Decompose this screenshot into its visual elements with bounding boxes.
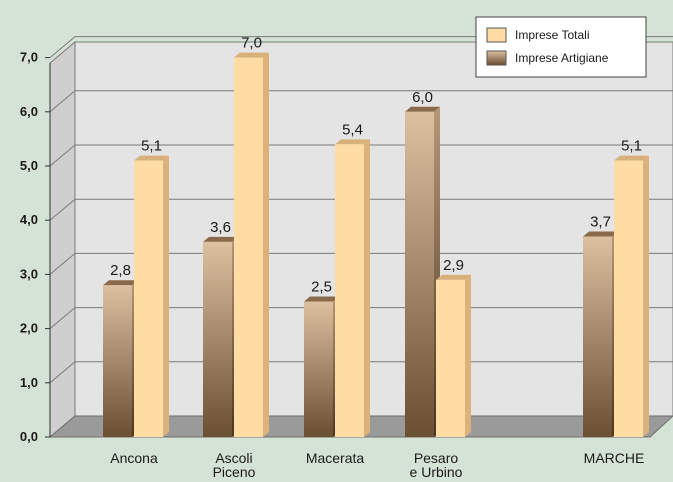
bar-imprese-totali: 5,1 [614, 138, 649, 437]
data-label: 7,0 [241, 35, 262, 52]
bar-face [405, 111, 434, 438]
x-tick-label: e Urbino [410, 464, 463, 480]
bar-side [364, 139, 370, 437]
bar-imprese-artigiane: 6,0 [405, 89, 440, 438]
bar-top [203, 236, 238, 242]
bar-imprese-totali: 5,4 [335, 121, 370, 437]
data-label: 3,7 [590, 213, 611, 230]
data-label: 2,5 [311, 279, 332, 296]
x-tick-label: MARCHE [584, 450, 645, 466]
bar-face [436, 279, 465, 437]
x-tick-label: Ancona [110, 450, 158, 466]
y-axis: 0,0 1,0 2,0 3,0 4,0 5,0 6,0 7,0 [20, 50, 51, 444]
bar-imprese-artigiane: 3,7 [583, 213, 618, 437]
bar-top [103, 280, 138, 286]
data-label: 5,1 [141, 138, 162, 155]
back-wall [74, 41, 673, 417]
bar-top [614, 155, 649, 161]
gridline [49, 36, 673, 58]
bar-face [134, 160, 163, 437]
bar-face [203, 241, 232, 437]
gridline [49, 144, 673, 167]
y-tick-label: 2,0 [20, 321, 38, 336]
bar-imprese-artigiane: 3,6 [203, 219, 238, 437]
bar-face [234, 57, 263, 437]
legend-label: Imprese Totali [515, 28, 589, 42]
bar-face [304, 301, 333, 437]
x-tick-label: Piceno [213, 464, 256, 480]
legend-label: Imprese Artigiane [515, 51, 609, 65]
data-label: 3,6 [210, 219, 231, 236]
bar-side [465, 274, 471, 437]
bar-face [583, 236, 612, 437]
bar-side [263, 52, 269, 437]
bar-top [234, 52, 269, 58]
plot-area [48, 40, 673, 439]
bar-imprese-totali: 5,1 [134, 138, 169, 437]
x-tick-label: Macerata [306, 450, 365, 466]
data-label: 2,8 [110, 262, 131, 279]
legend-swatch [486, 50, 507, 66]
bar-imprese-artigiane: 2,5 [304, 279, 339, 437]
bars: 2,8 5,1 3,6 7,0 2,5 5,4 6,0 2,9 3,7 5,1 [103, 35, 649, 438]
bar-imprese-totali: 7,0 [234, 35, 269, 437]
data-label: 5,1 [621, 138, 642, 155]
legend: Imprese Totali Imprese Artigiane [475, 16, 647, 78]
bar-top [405, 106, 440, 112]
y-tick-label: 4,0 [20, 212, 38, 227]
y-tick-label: 3,0 [20, 266, 38, 281]
bar-top [436, 274, 471, 280]
bar-face [614, 160, 643, 437]
x-tick-label: Ascoli [215, 450, 252, 466]
data-label: 2,9 [443, 257, 464, 274]
gridline [49, 198, 673, 221]
data-label: 5,4 [342, 121, 363, 138]
bar-side [643, 155, 649, 437]
y-tick-label: 7,0 [20, 50, 38, 65]
legend-swatch [486, 27, 507, 43]
y-tick-label: 0,0 [20, 429, 38, 444]
legend-box [475, 16, 647, 78]
bar-imprese-totali: 2,9 [436, 257, 471, 437]
bar-top [304, 296, 339, 302]
gridlines [49, 36, 673, 384]
gridline [49, 361, 673, 384]
gridline [49, 307, 673, 329]
y-tick-label: 6,0 [20, 104, 38, 119]
bar-face [103, 285, 132, 437]
bar-imprese-artigiane: 2,8 [103, 262, 138, 437]
y-tick-label: 1,0 [20, 375, 38, 390]
bar-side [163, 155, 169, 437]
x-tick-label: Pesaro [414, 450, 459, 466]
data-label: 6,0 [412, 89, 433, 106]
bar-top [134, 155, 169, 161]
y-tick-label: 5,0 [20, 158, 38, 173]
bar-face [335, 144, 364, 437]
gridline [49, 90, 673, 113]
gridline [49, 252, 673, 275]
bar-top [583, 231, 618, 237]
bar-top [335, 139, 370, 145]
